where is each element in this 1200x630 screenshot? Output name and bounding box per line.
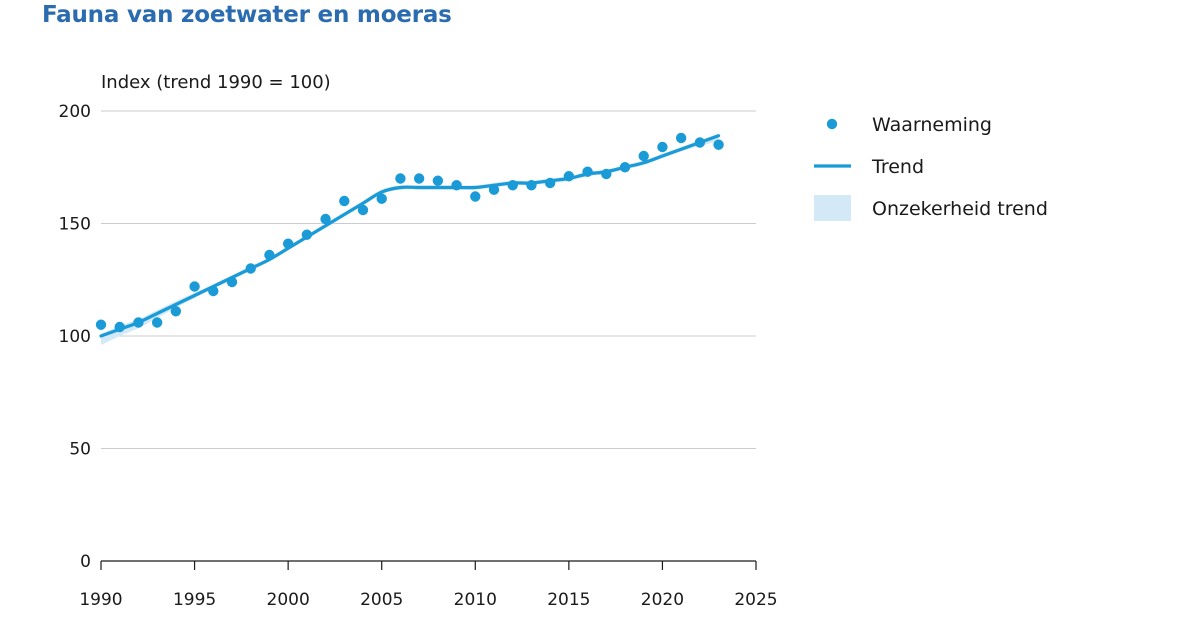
observation-point-2010 xyxy=(470,191,481,202)
tick-labels: 0 50 100 150 200 1990 1995 2000 2005 2010 2015 2020… xyxy=(59,102,778,610)
legend-label-observation: Waarneming xyxy=(872,114,992,136)
y-axis-label: Index (trend 1990 = 100) xyxy=(101,72,331,93)
legend-label-uncertainty: Onzekerheid trend xyxy=(872,198,1048,220)
x-tick-label-2010: 2010 xyxy=(454,590,497,610)
y-tick-label-50: 50 xyxy=(69,440,91,460)
observation-point-2012 xyxy=(507,180,518,191)
observation-point-2020 xyxy=(657,141,668,153)
legend-uncertainty-marker xyxy=(814,195,851,221)
observation-point-2013 xyxy=(526,180,537,191)
observation-point-2009 xyxy=(451,180,462,191)
observation-point-1996 xyxy=(208,285,219,297)
observation-point-2008 xyxy=(432,175,444,186)
observation-point-1990 xyxy=(95,319,107,330)
x-tick-label-2025: 2025 xyxy=(734,590,777,610)
trend-line-group xyxy=(99,134,721,338)
legend-label-trend: Trend xyxy=(871,156,924,178)
observation-point-1997 xyxy=(226,276,238,288)
observation-point-2003 xyxy=(339,195,350,207)
y-tick-label-0: 0 xyxy=(80,552,91,572)
observation-point-2006 xyxy=(395,173,406,184)
observation-points xyxy=(95,132,724,333)
chart-title: Fauna van zoetwater en moeras xyxy=(42,2,452,28)
observation-point-2017 xyxy=(601,168,612,180)
gridlines xyxy=(101,110,756,449)
y-tick-label-200: 200 xyxy=(59,102,91,122)
x-tick-label-2020: 2020 xyxy=(641,590,684,610)
observation-point-2004 xyxy=(357,204,369,216)
observation-point-2001 xyxy=(301,229,313,240)
observation-point-2011 xyxy=(488,184,500,195)
y-tick-label-150: 150 xyxy=(59,215,91,235)
observation-point-2014 xyxy=(544,177,556,189)
observation-point-2022 xyxy=(694,137,706,148)
x-tick-label-1990: 1990 xyxy=(79,590,122,610)
trend-line xyxy=(99,134,721,338)
x-tick-label-2015: 2015 xyxy=(547,590,590,610)
observation-point-2019 xyxy=(638,150,649,162)
observation-point-1999 xyxy=(264,249,275,261)
observation-point-2016 xyxy=(582,166,593,177)
observation-point-2007 xyxy=(413,173,425,184)
x-tick-label-2005: 2005 xyxy=(360,590,403,610)
observation-point-1993 xyxy=(151,317,163,328)
observation-point-1994 xyxy=(170,306,182,317)
observation-point-1991 xyxy=(114,321,125,333)
observation-point-2002 xyxy=(320,213,331,225)
x-tick-label-2000: 2000 xyxy=(267,590,310,610)
observation-point-2021 xyxy=(675,132,687,144)
observation-point-2000 xyxy=(282,238,294,249)
observation-point-1995 xyxy=(189,281,200,292)
axes xyxy=(100,560,757,570)
x-tick-label-1995: 1995 xyxy=(173,590,216,610)
observation-point-1992 xyxy=(133,317,144,328)
observation-point-2018 xyxy=(619,162,631,173)
observation-point-1998 xyxy=(245,263,256,274)
y-tick-label-100: 100 xyxy=(59,327,91,347)
observation-point-2015 xyxy=(563,171,575,182)
observation-point-2023 xyxy=(713,139,724,150)
legend: Waarneming Trend Onzekerheid trend xyxy=(814,114,1048,221)
legend-observation-marker xyxy=(826,118,838,130)
observation-point-2005 xyxy=(376,193,387,204)
